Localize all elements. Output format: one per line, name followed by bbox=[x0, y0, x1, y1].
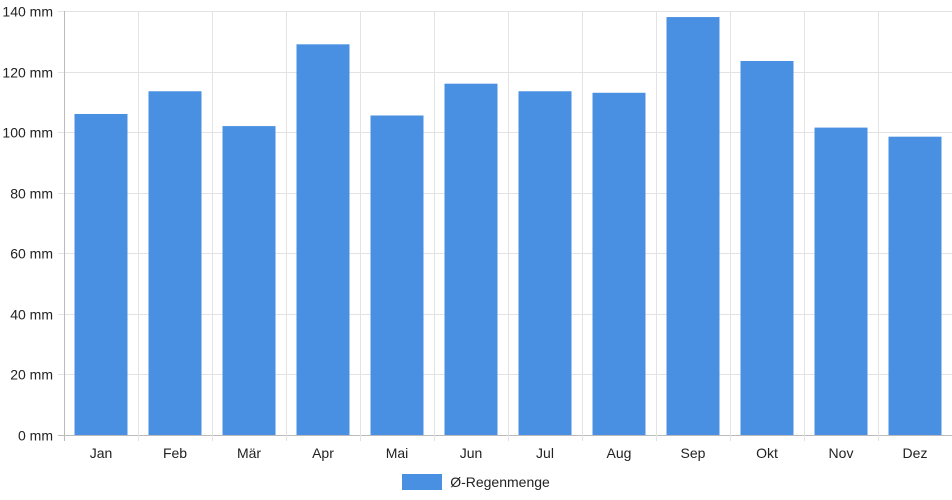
x-tick-label: Nov bbox=[829, 445, 854, 461]
y-tick-label: 0 mm bbox=[18, 428, 53, 444]
bar-sep bbox=[666, 17, 720, 436]
bar-feb bbox=[148, 91, 202, 435]
bar-jan bbox=[74, 113, 128, 435]
x-tick-label: Feb bbox=[163, 445, 187, 461]
x-tick-label: Sep bbox=[681, 445, 706, 461]
legend-swatch bbox=[402, 474, 443, 490]
legend-label: Ø-Regenmenge bbox=[450, 474, 550, 490]
y-tick-label: 60 mm bbox=[10, 246, 53, 262]
bar-apr bbox=[296, 44, 350, 436]
x-tick-label: Jun bbox=[460, 445, 483, 461]
x-tick-label: Mai bbox=[386, 445, 409, 461]
y-tick-label: 120 mm bbox=[2, 65, 53, 81]
bar-mai bbox=[370, 115, 424, 435]
x-tick-label: Okt bbox=[756, 445, 778, 461]
y-tick-label: 140 mm bbox=[2, 4, 53, 20]
bar-jul bbox=[518, 91, 572, 435]
y-tick-label: 20 mm bbox=[10, 367, 53, 383]
x-tick-label: Mär bbox=[237, 445, 261, 461]
bar-nov bbox=[814, 127, 868, 435]
y-tick-label: 100 mm bbox=[2, 125, 53, 141]
y-tick-label: 80 mm bbox=[10, 186, 53, 202]
x-tick-label: Dez bbox=[903, 445, 928, 461]
bar-jun bbox=[444, 83, 498, 435]
y-tick-label: 40 mm bbox=[10, 307, 53, 323]
bar-mär bbox=[222, 126, 276, 435]
legend: Ø-Regenmenge bbox=[0, 472, 952, 492]
x-tick-label: Jul bbox=[536, 445, 554, 461]
x-tick-label: Jan bbox=[90, 445, 113, 461]
bar-aug bbox=[592, 92, 646, 436]
x-tick-label: Apr bbox=[312, 445, 334, 461]
x-tick-label: Aug bbox=[607, 445, 632, 461]
bar-okt bbox=[740, 60, 794, 435]
bar-dez bbox=[888, 136, 942, 435]
